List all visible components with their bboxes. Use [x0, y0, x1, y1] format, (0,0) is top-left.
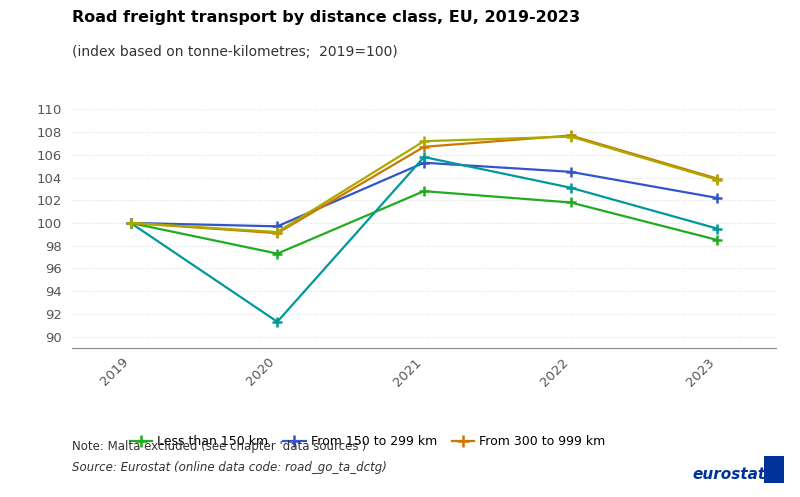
Text: (index based on tonne-kilometres;  2019=100): (index based on tonne-kilometres; 2019=1… [72, 45, 398, 59]
Text: eurostat: eurostat [692, 467, 765, 482]
Text: Road freight transport by distance class, EU, 2019-2023: Road freight transport by distance class… [72, 10, 580, 25]
Legend: Less than 150 km, From 150 to 299 km, From 300 to 999 km: Less than 150 km, From 150 to 299 km, Fr… [125, 430, 610, 453]
Text: Note: Malta excluded (see chapter 'data sources'): Note: Malta excluded (see chapter 'data … [72, 440, 366, 453]
Text: Source: Eurostat (online data code: road_go_ta_dctg): Source: Eurostat (online data code: road… [72, 461, 387, 474]
